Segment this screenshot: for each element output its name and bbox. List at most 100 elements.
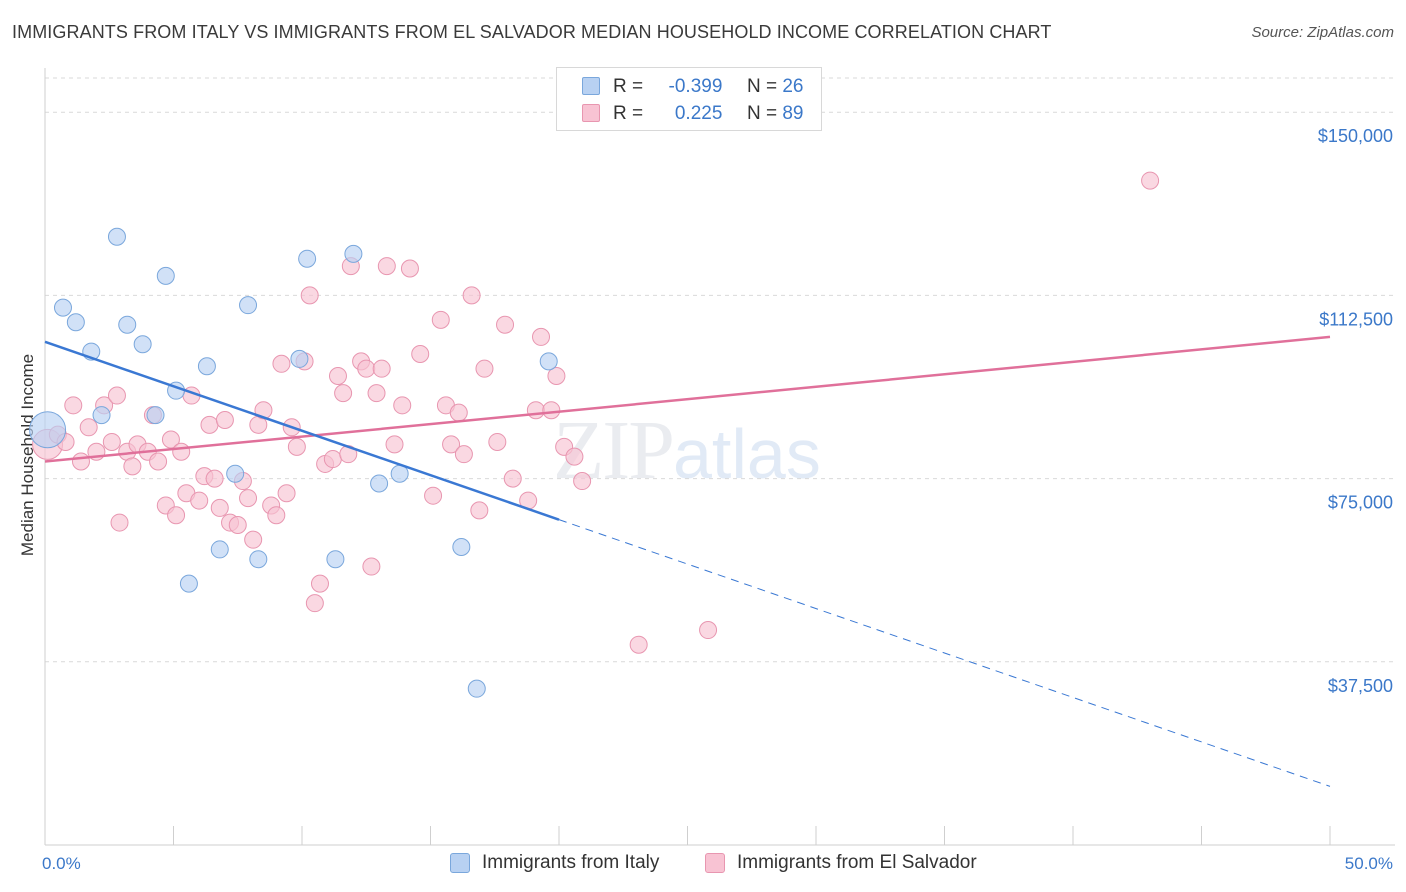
italy-point <box>227 465 244 482</box>
el-salvador-point <box>150 453 167 470</box>
y-tick-label: $37,500 <box>1328 676 1393 696</box>
el-salvador-point <box>455 446 472 463</box>
el-salvador-point <box>1142 172 1159 189</box>
el-salvador-point <box>386 436 403 453</box>
italy-point <box>198 358 215 375</box>
el-salvador-r-label: R = <box>613 103 643 124</box>
el-salvador-point <box>543 402 560 419</box>
el-salvador-r-value: 0.225 <box>648 103 722 125</box>
el-salvador-point <box>108 387 125 404</box>
italy-point <box>67 314 84 331</box>
trend-lines <box>45 337 1330 786</box>
italy-point <box>93 407 110 424</box>
italy-point <box>250 551 267 568</box>
el-salvador-point <box>288 438 305 455</box>
el-salvador-point <box>103 433 120 450</box>
el-salvador-n-value: 89 <box>782 103 803 124</box>
el-salvador-point <box>124 458 141 475</box>
el-salvador-point <box>489 433 506 450</box>
el-salvador-point <box>273 355 290 372</box>
y-tick-label: $112,500 <box>1319 309 1393 329</box>
el-salvador-point <box>700 622 717 639</box>
el-salvador-point <box>245 531 262 548</box>
italy-point <box>345 245 362 262</box>
legend-el-salvador-label: Immigrants from El Salvador <box>737 852 977 874</box>
el-salvador-points <box>33 172 1159 653</box>
el-salvador-point <box>471 502 488 519</box>
el-salvador-point <box>394 397 411 414</box>
italy-trend-line-extrapolated <box>559 520 1330 787</box>
el-salvador-point <box>412 346 429 363</box>
legend-italy-swatch <box>450 853 470 873</box>
el-salvador-point <box>173 443 190 460</box>
italy-point <box>157 267 174 284</box>
italy-point <box>134 336 151 353</box>
italy-point <box>240 297 257 314</box>
el-salvador-point <box>240 490 257 507</box>
el-salvador-point <box>368 385 385 402</box>
italy-point <box>299 250 316 267</box>
italy-point <box>371 475 388 492</box>
el-salvador-point <box>168 507 185 524</box>
el-salvador-point <box>463 287 480 304</box>
el-salvador-point <box>111 514 128 531</box>
el-salvador-point <box>504 470 521 487</box>
el-salvador-point <box>432 311 449 328</box>
el-salvador-point <box>335 385 352 402</box>
el-salvador-point <box>329 368 346 385</box>
el-salvador-point <box>358 360 375 377</box>
el-salvador-point <box>80 419 97 436</box>
italy-point <box>291 350 308 367</box>
el-salvador-point <box>324 451 341 468</box>
el-salvador-point <box>363 558 380 575</box>
legend-italy-label: Immigrants from Italy <box>482 852 659 874</box>
italy-point <box>30 412 66 448</box>
italy-r-value: -0.399 <box>648 76 722 98</box>
italy-r-label: R = <box>613 76 643 97</box>
el-salvador-point <box>65 397 82 414</box>
series-legend: Immigrants from Italy Immigrants from El… <box>0 851 1406 877</box>
italy-point <box>468 680 485 697</box>
el-salvador-point <box>306 595 323 612</box>
y-tick-label: $75,000 <box>1328 493 1393 513</box>
el-salvador-point <box>278 485 295 502</box>
correlation-legend: R = -0.399 N = 26 R = 0.225 N = 89 <box>556 67 822 131</box>
el-salvador-point <box>191 492 208 509</box>
el-salvador-point <box>574 473 591 490</box>
el-salvador-point <box>533 328 550 345</box>
el-salvador-point <box>401 260 418 277</box>
el-salvador-point <box>527 402 544 419</box>
italy-point <box>540 353 557 370</box>
el-salvador-point <box>450 404 467 421</box>
axes <box>45 68 1395 845</box>
el-salvador-point <box>301 287 318 304</box>
italy-point <box>453 538 470 555</box>
el-salvador-point <box>476 360 493 377</box>
y-tick-label: $150,000 <box>1318 126 1393 146</box>
scatter-plot: $37,500$75,000$112,500$150,0000.0% 50.0% <box>0 0 1406 892</box>
italy-point <box>180 575 197 592</box>
el-salvador-point <box>72 453 89 470</box>
el-salvador-point <box>373 360 390 377</box>
italy-point <box>54 299 71 316</box>
el-salvador-n-label: N = <box>747 103 777 124</box>
el-salvador-point <box>216 411 233 428</box>
italy-point <box>119 316 136 333</box>
gridlines <box>45 78 1395 662</box>
el-salvador-point <box>229 517 246 534</box>
italy-point <box>327 551 344 568</box>
italy-point <box>147 407 164 424</box>
legend-el-salvador-swatch <box>705 853 725 873</box>
el-salvador-point <box>497 316 514 333</box>
italy-point <box>108 228 125 245</box>
italy-n-label: N = <box>747 76 777 97</box>
italy-n-value: 26 <box>782 76 803 97</box>
el-salvador-trend-line <box>45 337 1330 462</box>
el-salvador-point <box>206 470 223 487</box>
el-salvador-point <box>211 499 228 516</box>
el-salvador-swatch <box>582 104 600 122</box>
el-salvador-point <box>311 575 328 592</box>
italy-swatch <box>582 77 600 95</box>
el-salvador-point <box>425 487 442 504</box>
el-salvador-point <box>201 416 218 433</box>
